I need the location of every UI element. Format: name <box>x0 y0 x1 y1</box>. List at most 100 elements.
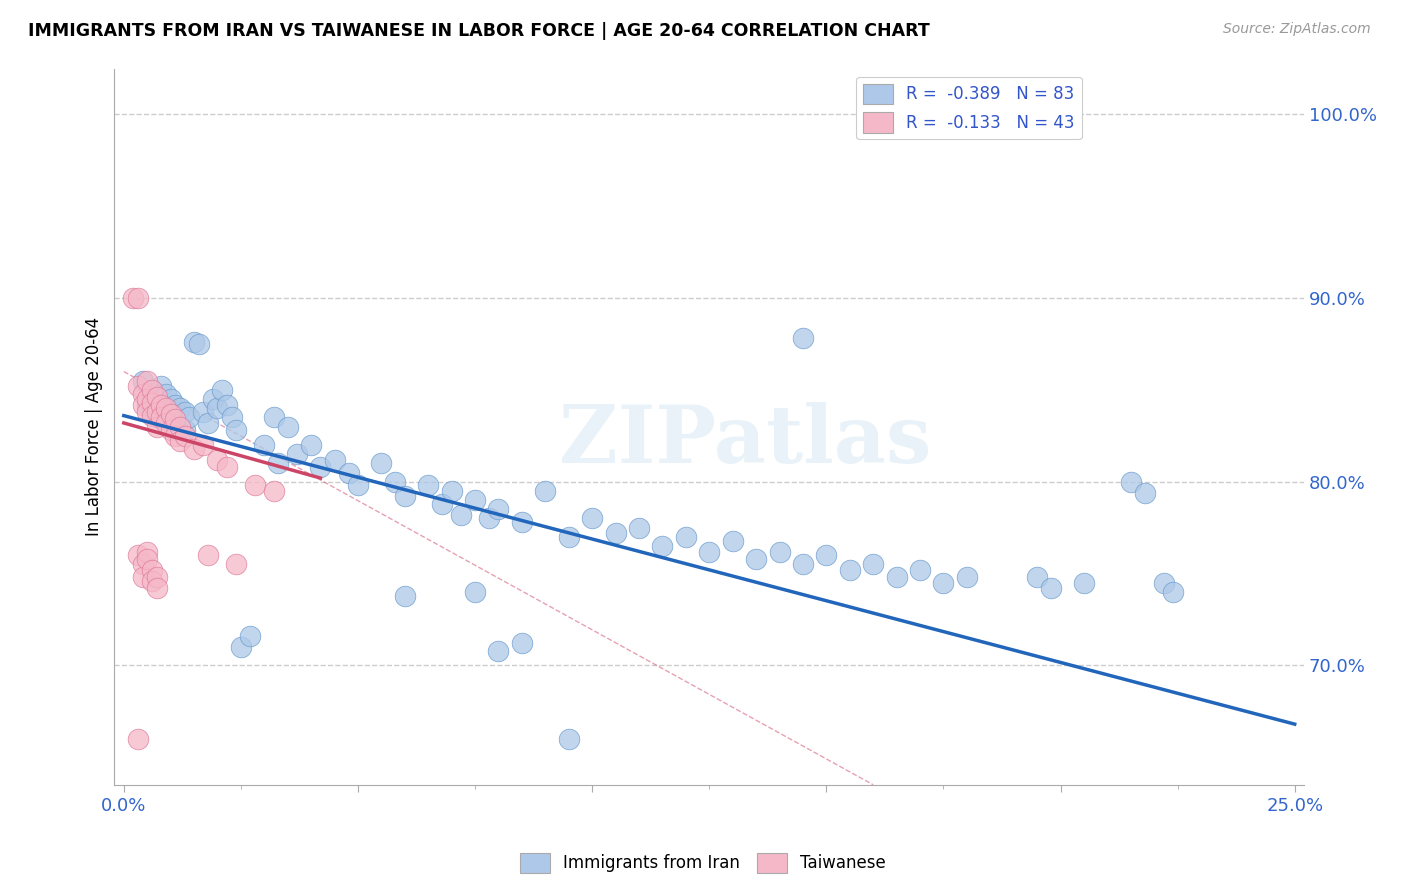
Point <box>239 629 262 643</box>
Point <box>141 405 163 419</box>
Point <box>558 731 581 746</box>
Point <box>651 539 673 553</box>
Point <box>558 530 581 544</box>
Point <box>886 570 908 584</box>
Point <box>145 570 167 584</box>
Point <box>197 416 219 430</box>
Point <box>1026 570 1049 584</box>
Point <box>394 490 416 504</box>
Point <box>197 548 219 562</box>
Point <box>183 442 205 456</box>
Point <box>145 405 167 419</box>
Point <box>159 419 181 434</box>
Point <box>838 563 860 577</box>
Point <box>136 392 159 406</box>
Point <box>464 493 486 508</box>
Point <box>159 392 181 406</box>
Point <box>173 429 195 443</box>
Point <box>169 419 191 434</box>
Point <box>136 405 159 419</box>
Point <box>1073 575 1095 590</box>
Point <box>141 563 163 577</box>
Point <box>745 552 768 566</box>
Point <box>179 410 201 425</box>
Point <box>510 515 533 529</box>
Point <box>215 460 238 475</box>
Text: ZIPatlas: ZIPatlas <box>558 402 931 480</box>
Point <box>155 401 177 416</box>
Point <box>263 410 285 425</box>
Point <box>169 419 191 434</box>
Point <box>159 407 181 421</box>
Point <box>131 398 153 412</box>
Point <box>768 544 790 558</box>
Point <box>450 508 472 522</box>
Point <box>309 460 332 475</box>
Point <box>173 405 195 419</box>
Point <box>384 475 406 489</box>
Point <box>862 558 884 572</box>
Point <box>581 511 603 525</box>
Point <box>1119 475 1142 489</box>
Point <box>145 410 167 425</box>
Point <box>159 405 181 419</box>
Point <box>721 533 744 548</box>
Point <box>131 374 153 388</box>
Point <box>150 398 173 412</box>
Point <box>347 478 370 492</box>
Point <box>136 544 159 558</box>
Point <box>165 429 187 443</box>
Point <box>627 521 650 535</box>
Point <box>418 478 440 492</box>
Point <box>263 483 285 498</box>
Point <box>1153 575 1175 590</box>
Point <box>127 291 149 305</box>
Point <box>243 478 266 492</box>
Point <box>488 643 510 657</box>
Point <box>131 386 153 401</box>
Point <box>510 636 533 650</box>
Point <box>207 452 229 467</box>
Point <box>127 731 149 746</box>
Point <box>253 438 276 452</box>
Point <box>488 502 510 516</box>
Point <box>478 511 501 525</box>
Point <box>169 434 191 449</box>
Text: Source: ZipAtlas.com: Source: ZipAtlas.com <box>1223 22 1371 37</box>
Legend: R =  -0.389   N = 83, R =  -0.133   N = 43: R = -0.389 N = 83, R = -0.133 N = 43 <box>856 77 1081 139</box>
Point <box>145 390 167 404</box>
Point <box>432 497 454 511</box>
Point <box>141 383 163 397</box>
Point <box>299 438 322 452</box>
Point <box>697 544 720 558</box>
Point <box>150 398 173 412</box>
Point <box>1133 485 1156 500</box>
Y-axis label: In Labor Force | Age 20-64: In Labor Force | Age 20-64 <box>86 317 103 536</box>
Point <box>1040 581 1063 595</box>
Point <box>145 392 167 406</box>
Point <box>136 374 159 388</box>
Point <box>534 483 557 498</box>
Legend: Immigrants from Iran, Taiwanese: Immigrants from Iran, Taiwanese <box>513 847 893 880</box>
Point <box>815 548 838 562</box>
Point <box>277 419 299 434</box>
Point <box>155 416 177 430</box>
Point <box>131 558 153 572</box>
Point <box>285 447 308 461</box>
Point <box>173 423 195 437</box>
Point <box>155 386 177 401</box>
Point <box>141 409 163 423</box>
Point <box>1161 585 1184 599</box>
Point <box>141 383 163 397</box>
Point <box>215 398 238 412</box>
Point <box>323 452 346 467</box>
Point <box>165 410 187 425</box>
Point <box>221 410 243 425</box>
Point <box>145 581 167 595</box>
Point <box>229 640 252 654</box>
Point <box>675 530 697 544</box>
Point <box>145 419 167 434</box>
Point <box>165 398 187 412</box>
Point <box>159 423 181 437</box>
Point <box>932 575 955 590</box>
